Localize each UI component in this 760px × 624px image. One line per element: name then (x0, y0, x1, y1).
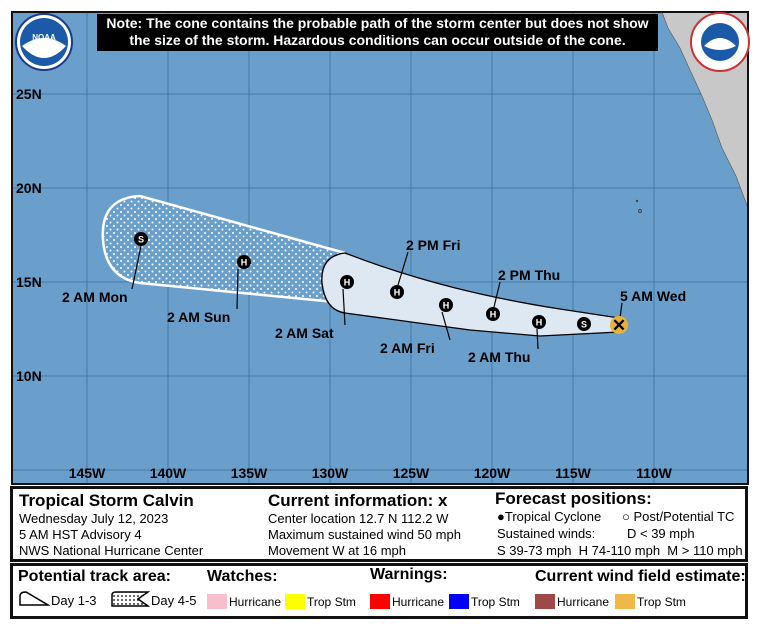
forecast-time-label: 2 AM Sun (167, 309, 230, 325)
svg-text:NOAA: NOAA (32, 33, 56, 42)
intensity-letter: H (394, 288, 401, 298)
track-area-title: Potential track area: (18, 568, 171, 585)
forecast-point-h (340, 275, 354, 289)
forecast-time-label: 2 AM Sat (275, 325, 334, 341)
forecast-time-label: 5 AM Wed (620, 288, 686, 304)
watch-tropstm-label: Trop Stm (307, 595, 356, 609)
warning-tropstm-label: Trop Stm (471, 595, 520, 609)
intensity-letter: S (581, 320, 587, 330)
label-leader (536, 328, 539, 350)
noaa-logo: NOAA (15, 13, 73, 71)
lon-label: 135W (231, 465, 268, 481)
day45-cone-icon (111, 591, 150, 607)
day13-cone-icon (19, 591, 50, 606)
forecast-time-label: 2 AM Fri (380, 340, 435, 356)
wind-hurricane-swatch (535, 594, 555, 609)
lon-label: 110W (636, 465, 673, 481)
note-line-2: the size of the storm. Hazardous conditi… (129, 32, 626, 48)
current-wind-field (610, 316, 628, 334)
forecast-point-h (486, 307, 500, 321)
lon-label: 145W (69, 465, 106, 481)
label-leader (493, 281, 501, 308)
intensity-letter: H (490, 310, 497, 320)
lat-label: 20N (16, 180, 42, 196)
lat-label: 25N (16, 86, 42, 102)
forecast-point-s (134, 232, 148, 246)
intensity-ranges: S 39-73 mph H 74-110 mph M > 110 mph (497, 543, 743, 558)
center-location: Center location 12.7 N 112.2 W (268, 511, 449, 526)
intensity-letter: H (344, 278, 351, 288)
forecast-point-h (390, 285, 404, 299)
watches-title: Watches: (207, 568, 278, 585)
forecast-point-h (532, 315, 546, 329)
forecast-track: 2 AM Mon S 2 AM Sun H 2 AM Sat H 2 PM Fri H 2 AM… (62, 232, 686, 365)
lat-label: 15N (16, 274, 42, 290)
label-leader (131, 245, 142, 290)
label-leader (441, 311, 451, 341)
watch-hurricane-swatch (207, 594, 227, 609)
forecast-point-h (439, 298, 453, 312)
open-circle-icon: ○ (622, 509, 630, 524)
intensity-letter: H (443, 301, 450, 311)
island (638, 209, 642, 213)
day45-label: Day 4-5 (151, 593, 197, 608)
date: Wednesday July 12, 2023 (19, 511, 169, 526)
issuing-center: NWS National Hurricane Center (19, 543, 204, 558)
max-wind: Maximum sustained wind 50 mph (268, 527, 461, 542)
wind-tropstm-swatch (615, 594, 635, 609)
day13-label: Day 1-3 (51, 593, 97, 608)
label-leader (342, 288, 346, 326)
forecast-time-label: 2 AM Thu (468, 349, 530, 365)
island (635, 199, 639, 203)
tc-label: Tropical Cyclone (504, 509, 602, 524)
lon-label: 115W (555, 465, 592, 481)
watch-tropstm-swatch (285, 594, 305, 609)
wind-hurricane-label: Hurricane (557, 595, 610, 609)
movement: Movement W at 16 mph (268, 543, 406, 558)
warning-hurricane-label: Hurricane (392, 595, 445, 609)
intensity-letter: H (536, 318, 543, 328)
lon-label: 125W (393, 465, 430, 481)
map: 2 AM Mon S 2 AM Sun H 2 AM Sat H 2 PM Fri H 2 AM… (11, 11, 750, 485)
forecast-time-label: 2 PM Fri (406, 237, 460, 253)
lon-label: 140W (150, 465, 187, 481)
wind-tropstm-label: Trop Stm (637, 595, 686, 609)
nws-logo (690, 12, 750, 72)
map-border (11, 11, 749, 485)
wind-field-title: Current wind field estimate: (535, 568, 746, 585)
lon-label: 120W (474, 465, 511, 481)
current-info-title: Current information: x (268, 491, 448, 510)
lat-label: 10N (16, 368, 42, 384)
ptc-label: Post/Potential TC (633, 509, 735, 524)
warning-hurricane-swatch (370, 594, 390, 609)
warning-tropstm-swatch (449, 594, 469, 609)
label-leader (397, 251, 409, 286)
cone-note: Note: The cone contains the probable pat… (97, 14, 658, 51)
intensity-letter: H (241, 258, 248, 268)
legend-panel: Potential track area: Day 1-3 Day 4-5 Wa… (10, 563, 748, 619)
watch-hurricane-label: Hurricane (229, 595, 282, 609)
note-line-1: Note: The cone contains the probable pat… (106, 15, 649, 31)
filled-circle-icon: ● (497, 509, 505, 524)
forecast-time-label: 2 PM Thu (498, 267, 560, 283)
x-icon: x (438, 491, 448, 510)
forecast-point-h (237, 255, 251, 269)
cone-day-4-5 (101, 194, 346, 304)
current-position-x-icon: ✕ (612, 316, 626, 335)
label-leader (619, 302, 623, 319)
intensity-letter: S (138, 235, 144, 245)
depression-range: D < 39 mph (627, 526, 695, 541)
advisory: 5 AM HST Advisory 4 (19, 527, 142, 542)
lon-label: 130W (312, 465, 349, 481)
forecast-time-label: 2 AM Mon (62, 289, 128, 305)
cone-day-1-3 (321, 252, 620, 337)
info-panel: Tropical Storm Calvin Wednesday July 12,… (10, 486, 748, 562)
storm-name: Tropical Storm Calvin (19, 491, 194, 510)
label-leader (236, 268, 239, 310)
warnings-title: Warnings: (370, 566, 448, 583)
forecast-point-s (577, 317, 591, 331)
sustained-winds-label: Sustained winds: (497, 526, 596, 541)
forecast-title: Forecast positions: (495, 489, 652, 508)
